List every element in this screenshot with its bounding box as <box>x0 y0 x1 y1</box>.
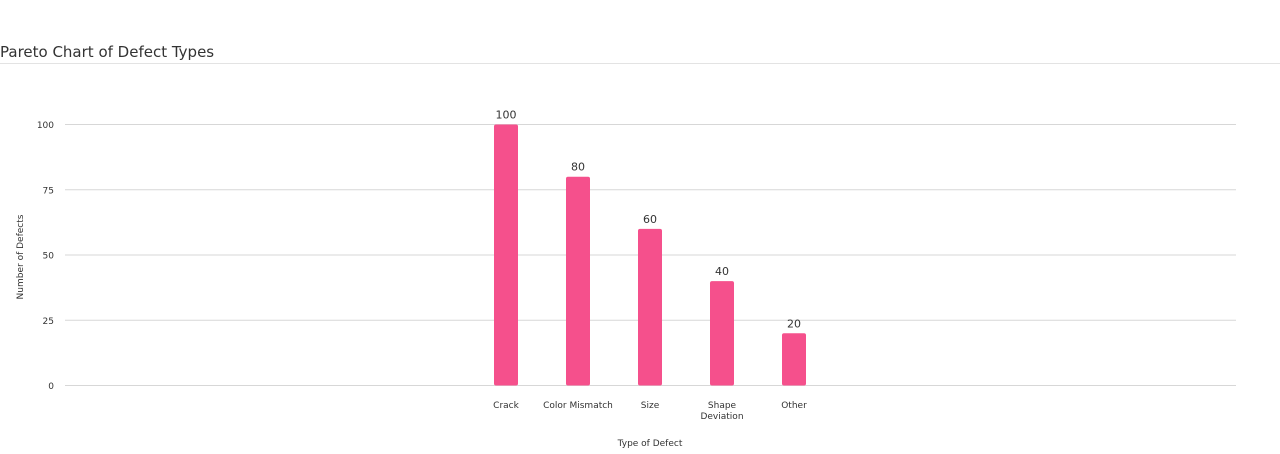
bar-color-mismatch[interactable] <box>566 176 590 386</box>
y-tick-label: 75 <box>43 186 54 196</box>
x-tick-label-line: Other <box>781 401 807 411</box>
data-label: 20 <box>787 317 801 330</box>
y-tick-labels: 0 25 50 75 100 <box>37 121 54 392</box>
bar-size[interactable] <box>638 228 662 386</box>
data-label: 60 <box>643 213 657 226</box>
x-axis-title: Type of Defect <box>617 439 683 449</box>
chart-title: Pareto Chart of Defect Types <box>0 43 215 61</box>
x-tick-label: Color Mismatch <box>543 401 613 411</box>
y-axis-title: Number of Defects <box>16 214 26 299</box>
x-tick-label: Shape Deviation <box>700 401 743 422</box>
x-tick-label-line: Crack <box>493 401 519 411</box>
x-tick-labels: Crack Color Mismatch Size Shape Deviation Oth… <box>493 401 807 422</box>
bars <box>494 124 806 386</box>
y-tick-label: 25 <box>43 317 54 327</box>
y-tick-label: 100 <box>37 121 54 131</box>
x-tick-label-line: Shape <box>708 401 737 411</box>
data-labels: 100 80 60 40 20 <box>496 109 802 331</box>
x-tick-label-line: Color Mismatch <box>543 401 613 411</box>
bar-shape-deviation[interactable] <box>710 281 734 386</box>
y-tick-label: 0 <box>48 382 54 392</box>
title-divider <box>0 63 1280 64</box>
x-tick-label: Crack <box>493 401 519 411</box>
x-tick-label: Size <box>641 401 660 411</box>
x-tick-label-line: Size <box>641 401 660 411</box>
data-label: 100 <box>496 109 517 122</box>
bar-crack[interactable] <box>494 124 518 386</box>
y-tick-label: 50 <box>43 252 55 262</box>
bar-other[interactable] <box>782 333 806 386</box>
x-tick-label: Other <box>781 401 807 411</box>
data-label: 40 <box>715 265 729 278</box>
x-tick-label-line: Deviation <box>700 412 743 422</box>
data-label: 80 <box>571 161 585 174</box>
